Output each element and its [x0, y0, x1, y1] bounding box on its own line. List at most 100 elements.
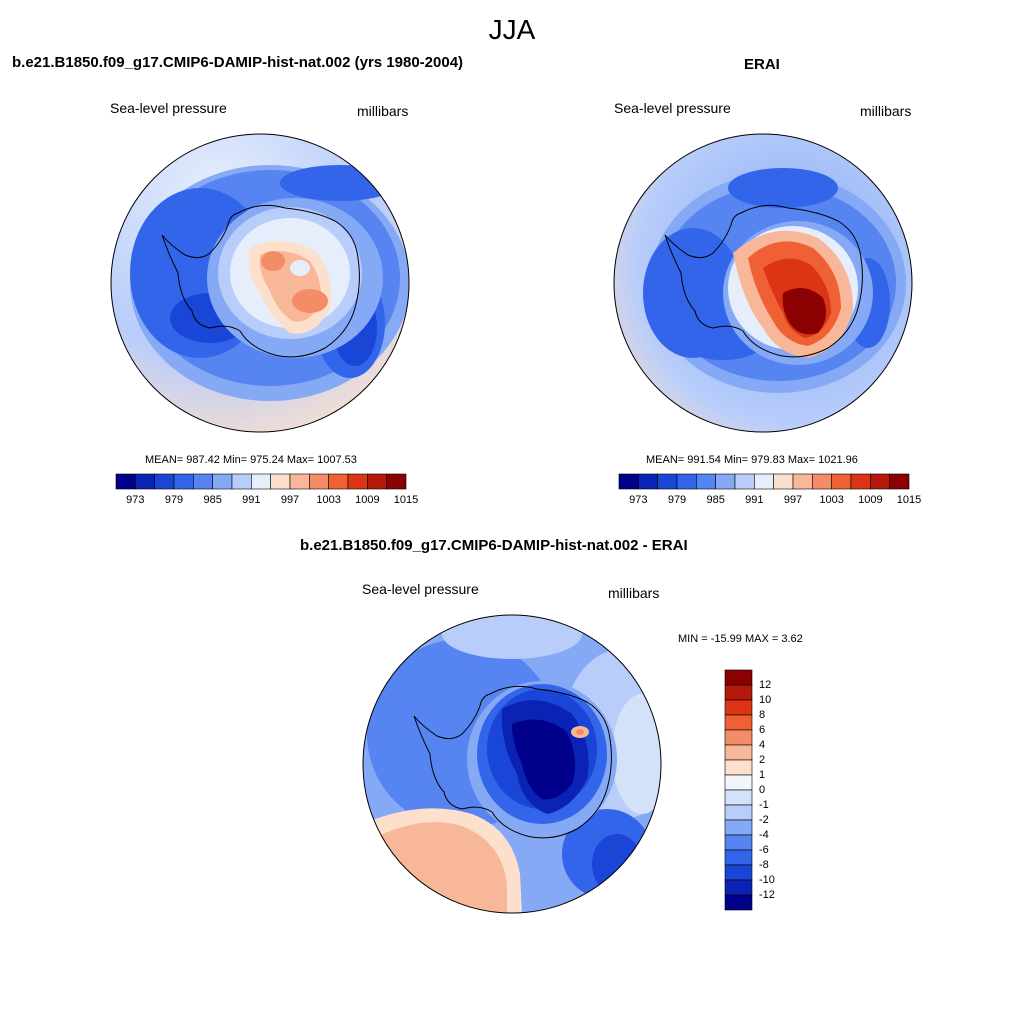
panel3-variable: Sea-level pressure	[362, 581, 479, 597]
panel1-colorbar-box	[154, 473, 175, 490]
panel2-colorbar-tick-label: 985	[706, 494, 725, 506]
panel1-colorbar-box	[193, 473, 213, 490]
panel3-map	[362, 614, 662, 914]
panel3-colorbar-tick-label: 4	[759, 739, 766, 751]
panel2-colorbar-box	[812, 473, 832, 490]
panel2-colorbar-box	[773, 473, 794, 490]
panel3-colorbar-box	[724, 849, 753, 866]
panel1-colorbar-tick-label: 1009	[355, 494, 380, 506]
panel3-colorbar-tick-label: 8	[759, 709, 766, 721]
panel3-units: millibars	[608, 585, 660, 601]
panel3-colorbar-tick-label: -2	[759, 814, 769, 826]
panel2-colorbar-box	[889, 473, 910, 490]
panel3-colorbar-box	[724, 684, 753, 701]
panel3-colorbar-box	[724, 774, 753, 791]
panel2-colorbar-box	[715, 473, 736, 490]
panel3-colorbar-box	[724, 699, 753, 716]
panel1-colorbar-tick-label: 997	[280, 494, 300, 506]
panel2-colorbar-box	[870, 473, 890, 490]
panel3-colorbar-box	[724, 879, 753, 896]
panel3-colorbar	[724, 669, 753, 911]
panel1-colorbar-box	[212, 473, 233, 490]
panel1-colorbar-box	[270, 473, 291, 490]
panel1-colorbar-box	[367, 473, 387, 490]
panel2-map-border	[613, 133, 913, 433]
panel1-colorbar-box	[328, 473, 349, 490]
panel3-colorbar-box	[724, 759, 753, 776]
panel2-variable: Sea-level pressure	[614, 100, 731, 116]
panel2-colorbar-box	[754, 473, 774, 490]
panel2-colorbar-box	[831, 473, 852, 490]
panel2-colorbar-box	[676, 473, 697, 490]
panel1-map	[110, 133, 410, 433]
panel2-colorbar-tick-label: 997	[783, 494, 803, 506]
panel3-colorbar-box	[724, 744, 753, 761]
panel3-map-border	[362, 614, 662, 914]
panel1-colorbar-box	[386, 473, 407, 490]
panel2-colorbar-box	[792, 473, 813, 490]
panel3-colorbar-tick-label: -12	[759, 889, 775, 901]
panel3-colorbar-tick-label: 1	[759, 769, 766, 781]
panel2-stats: MEAN= 991.54 Min= 979.83 Max= 1021.96	[646, 454, 858, 466]
panel3-colorbar-box	[724, 819, 753, 836]
panel3-colorbar-tick-label: 12	[759, 679, 772, 691]
panel1-colorbar-box	[173, 473, 194, 490]
panel1-colorbar-box	[347, 473, 368, 490]
panel2-colorbar-box	[696, 473, 716, 490]
panel3-colorbar-box	[724, 894, 753, 911]
panel2-colorbar-tick-label: 973	[629, 494, 648, 506]
panel3-colorbar-labels: 12 10 8 6 4 2 1 0 -1 -2 -4 -6 -8 -10 -12	[759, 670, 799, 910]
panel2-colorbar-tick-label: 979	[667, 494, 687, 506]
panel3-stats: MIN = -15.99 MAX = 3.62	[678, 633, 803, 645]
panel3-colorbar-box	[724, 669, 753, 686]
panel1-colorbar-box	[251, 473, 271, 490]
panel1-colorbar-tick-label: 979	[164, 494, 184, 506]
panel2-colorbar-tick-label: 1015	[896, 494, 922, 506]
panel3-colorbar-box	[724, 789, 753, 806]
panel1-colorbar-box	[231, 473, 252, 490]
panel3-colorbar-tick-label: -10	[759, 874, 775, 886]
panel1-colorbar-tick-label: 991	[242, 494, 261, 506]
panel1-units: millibars	[357, 103, 409, 119]
panel2-colorbar-tick-label: 1009	[858, 494, 883, 506]
panel1-colorbar-tick-label: 1003	[316, 494, 341, 506]
panel1-colorbar-box	[309, 473, 329, 490]
panel3-colorbar-tick-label: 6	[759, 724, 766, 736]
panel3-colorbar-box	[724, 714, 753, 731]
panel1-map-border	[110, 133, 410, 433]
panel1-colorbar-tick-label: 985	[203, 494, 222, 506]
panel3-colorbar-tick-label: 2	[759, 754, 766, 766]
panel3-colorbar-tick-label: -4	[759, 829, 769, 841]
panel3-colorbar-tick-label: 10	[759, 694, 772, 706]
panel1-colorbar-box	[135, 473, 155, 490]
panel1-colorbar-tick-label: 973	[126, 494, 145, 506]
panel2-colorbar-box	[657, 473, 678, 490]
panel1-title: b.e21.B1850.f09_g17.CMIP6-DAMIP-hist-nat…	[12, 54, 464, 71]
panel3-coastline	[413, 685, 612, 839]
panel3-colorbar-box	[724, 804, 753, 821]
panel3-colorbar-tick-label: -6	[759, 844, 769, 856]
panel1-colorbar-box	[289, 473, 310, 490]
panel1-colorbar-tick-label: 1015	[393, 494, 419, 506]
panel3-colorbar-tick-label: 0	[759, 784, 766, 796]
panel1-variable: Sea-level pressure	[110, 100, 227, 116]
panel2-units: millibars	[860, 103, 912, 119]
panel2-colorbar-tick-label: 1003	[819, 494, 844, 506]
panel2-colorbar-box	[734, 473, 755, 490]
panel2-map	[613, 133, 913, 433]
panel3-colorbar-box	[724, 864, 753, 881]
panel2-colorbar-labels: 973 979 985 991 997 1003 1009 1015	[619, 494, 921, 508]
panel3-colorbar-tick-label: -1	[759, 799, 769, 811]
panel2-colorbar-box	[850, 473, 871, 490]
panel2-colorbar-box	[618, 473, 639, 490]
panel2-colorbar	[618, 473, 910, 490]
panel1-colorbar-labels: 973 979 985 991 997 1003 1009 1015	[116, 494, 418, 508]
main-title: JJA	[488, 14, 536, 45]
panel3-colorbar-tick-label: -8	[759, 859, 769, 871]
panel1-colorbar-box	[115, 473, 136, 490]
panel1-stats: MEAN= 987.42 Min= 975.24 Max= 1007.53	[145, 454, 357, 466]
panel2-coastline	[664, 204, 863, 358]
panel3-colorbar-box	[724, 729, 753, 746]
panel3-colorbar-box	[724, 834, 753, 851]
panel2-colorbar-tick-label: 991	[745, 494, 764, 506]
